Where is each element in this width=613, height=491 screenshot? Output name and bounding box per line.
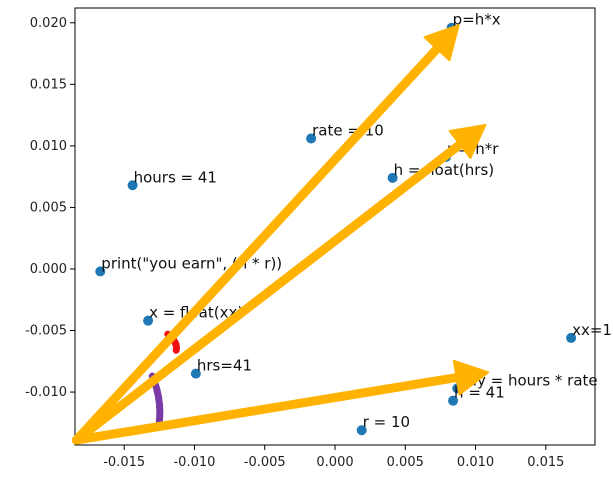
y-tick-label: 0.000 — [30, 262, 67, 277]
data-point — [143, 315, 154, 326]
y-tick-label: -0.010 — [25, 385, 67, 400]
point-label: pay = hours * rate — [458, 371, 597, 389]
y-tick-label: 0.020 — [30, 16, 67, 31]
x-tick-label: 0.015 — [527, 455, 564, 470]
x-tick-label: -0.010 — [173, 455, 215, 470]
point-label: h = float(hrs) — [394, 161, 495, 179]
point-label: p=h*x — [453, 11, 501, 29]
data-point — [95, 266, 106, 277]
y-axis: 0.020 0.015 0.010 0.005 0.000 -0.005 -0.010 — [25, 16, 75, 400]
arrow-shaft — [71, 138, 467, 445]
data-point — [448, 395, 459, 406]
annotations — [71, 24, 490, 445]
x-tick-label: -0.015 — [103, 455, 145, 470]
data-point — [566, 332, 577, 343]
x-tick-label: -0.005 — [244, 455, 286, 470]
data-point — [190, 368, 201, 379]
arrow-head — [452, 359, 490, 396]
y-tick-label: 0.005 — [30, 200, 67, 215]
point-label: print("you earn", (h * r)) — [101, 254, 282, 272]
y-tick-label: 0.010 — [30, 139, 67, 154]
x-tick-label: 0.005 — [387, 455, 424, 470]
arrow-shaft — [71, 372, 465, 445]
point-label: r = 10 — [363, 413, 410, 431]
data-point — [387, 172, 398, 183]
x-axis: -0.015 -0.010 -0.005 0.000 0.005 0.010 0.015 — [103, 445, 564, 470]
y-tick-label: -0.005 — [25, 324, 67, 339]
point-label: hrs=41 — [197, 357, 252, 375]
x-tick-label: 0.000 — [316, 455, 353, 470]
arrow-shaft — [71, 42, 444, 445]
x-tick-label: 0.010 — [457, 455, 494, 470]
data-point — [127, 180, 138, 191]
arrow-head — [448, 123, 487, 159]
data-point — [356, 425, 367, 436]
point-label: xx=10 — [572, 321, 613, 339]
arrow-head — [423, 24, 460, 62]
y-tick-label: 0.015 — [30, 77, 67, 92]
point-label: hours = 41 — [134, 168, 217, 186]
data-point — [306, 133, 317, 144]
